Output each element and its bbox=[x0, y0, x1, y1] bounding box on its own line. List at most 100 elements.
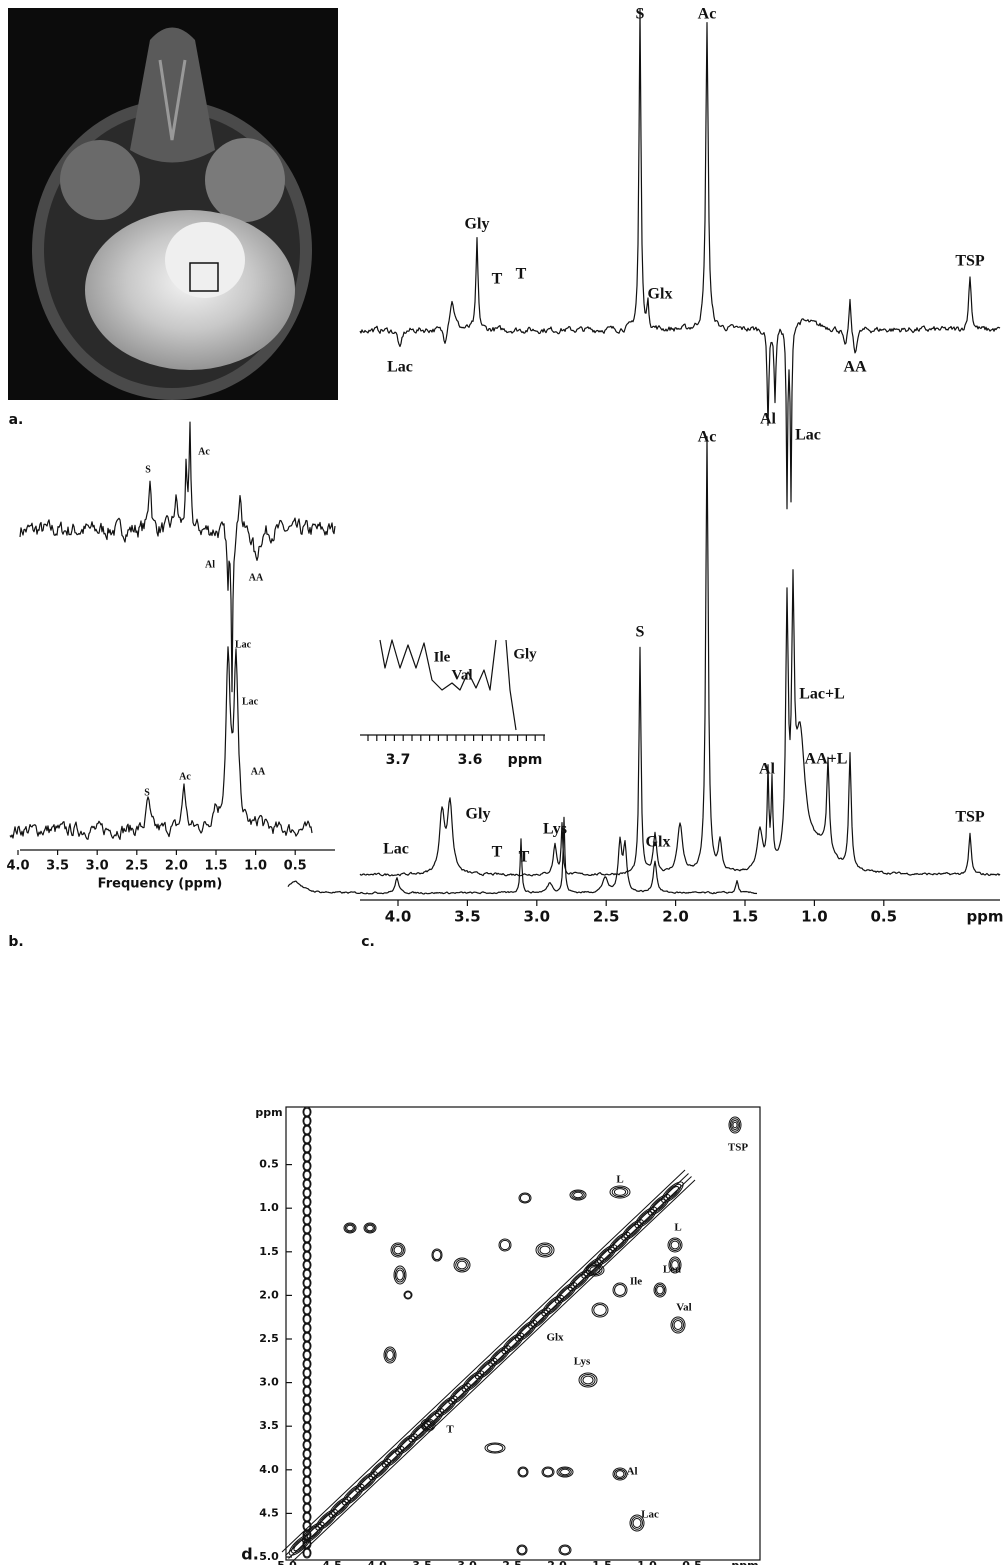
d-frame bbox=[285, 1106, 761, 1561]
contour bbox=[303, 1107, 311, 1117]
contour bbox=[560, 1468, 570, 1476]
x-tick-label: 5.0 bbox=[277, 1559, 297, 1565]
contour bbox=[303, 1260, 311, 1270]
x-tick-label: 4.0 bbox=[6, 859, 29, 874]
contour bbox=[303, 1278, 311, 1288]
peak-label: S bbox=[145, 464, 151, 475]
contour bbox=[303, 1359, 311, 1369]
contour bbox=[303, 1512, 311, 1522]
contour bbox=[647, 1194, 671, 1216]
contour bbox=[303, 1395, 311, 1405]
panel-label: d. bbox=[241, 1545, 259, 1564]
contour bbox=[303, 1449, 311, 1459]
contour bbox=[303, 1287, 311, 1297]
contour bbox=[516, 1544, 528, 1556]
contour bbox=[541, 1294, 564, 1317]
contour bbox=[558, 1544, 572, 1556]
contour bbox=[671, 1260, 679, 1270]
contour bbox=[343, 1222, 357, 1234]
peak-label: Glx bbox=[546, 1332, 564, 1344]
contour bbox=[612, 1282, 628, 1298]
contour bbox=[556, 1466, 574, 1478]
contour bbox=[573, 1191, 583, 1199]
spectrum-b-lower bbox=[9, 646, 313, 840]
y-tick-label: 2.5 bbox=[259, 1332, 279, 1345]
contour bbox=[665, 1185, 679, 1199]
x-tick-label: 3.5 bbox=[412, 1559, 432, 1565]
contour bbox=[559, 1545, 571, 1555]
peak-label: T bbox=[446, 1424, 454, 1436]
contour bbox=[393, 1265, 407, 1285]
contour bbox=[303, 1233, 311, 1243]
x-tick-label: 2.0 bbox=[547, 1559, 567, 1565]
spectrum-d-projection bbox=[287, 816, 758, 895]
contour bbox=[582, 1375, 594, 1385]
x-tick-label: ppm bbox=[966, 908, 1003, 926]
contour bbox=[303, 1125, 311, 1135]
contour bbox=[654, 1284, 666, 1296]
contour bbox=[303, 1350, 311, 1360]
contour bbox=[499, 1239, 511, 1251]
contour bbox=[593, 1304, 607, 1316]
contour bbox=[394, 1267, 406, 1283]
contour bbox=[303, 1476, 311, 1486]
contour bbox=[461, 1370, 485, 1392]
contour bbox=[542, 1467, 554, 1477]
contour bbox=[303, 1485, 311, 1495]
contour bbox=[431, 1248, 443, 1262]
contour bbox=[667, 1237, 683, 1253]
contour bbox=[303, 1134, 311, 1144]
peak-label: TSP bbox=[728, 1142, 748, 1154]
peak-label: AA bbox=[251, 766, 266, 777]
contour bbox=[621, 1219, 644, 1241]
contour bbox=[341, 1483, 365, 1506]
contour bbox=[670, 1316, 686, 1334]
contour bbox=[518, 1192, 532, 1204]
contour bbox=[631, 1516, 643, 1530]
contour bbox=[404, 1291, 412, 1299]
contour bbox=[386, 1350, 394, 1360]
peak-label: L bbox=[674, 1222, 681, 1234]
x-tick-label: 1.5 bbox=[204, 859, 227, 874]
contour bbox=[303, 1440, 311, 1450]
x-tick-label: 0.5 bbox=[871, 908, 898, 926]
contour bbox=[653, 1282, 667, 1298]
contour bbox=[303, 1206, 311, 1216]
contour bbox=[581, 1257, 604, 1279]
peak-label: TSP bbox=[955, 253, 985, 270]
peak-label: Lac bbox=[387, 359, 413, 376]
x-tick-label: 1.0 bbox=[244, 859, 267, 874]
peak-label: Ile bbox=[434, 649, 451, 665]
peak-label: Lac bbox=[795, 427, 821, 444]
peak-label: Al bbox=[627, 1466, 638, 1478]
contour bbox=[396, 1269, 404, 1281]
contour bbox=[587, 1264, 603, 1276]
contour bbox=[420, 1418, 436, 1432]
contour bbox=[390, 1242, 406, 1258]
contour bbox=[346, 1224, 354, 1232]
contour bbox=[303, 1323, 311, 1333]
inset-trace bbox=[379, 639, 517, 731]
contour bbox=[580, 1374, 596, 1386]
contour bbox=[609, 1185, 631, 1199]
contour bbox=[578, 1372, 598, 1388]
x-tick-label: 4.0 bbox=[385, 908, 412, 926]
contour bbox=[535, 1242, 555, 1258]
x-tick-label: 1.0 bbox=[637, 1559, 657, 1565]
panel-label: c. bbox=[361, 934, 375, 950]
peak-label: Lac bbox=[242, 696, 259, 707]
contour bbox=[303, 1269, 311, 1279]
diagonal bbox=[291, 1179, 696, 1563]
peak-label: Lys bbox=[543, 821, 567, 838]
x-tick-label: 2.5 bbox=[125, 859, 148, 874]
y-tick-label: 4.0 bbox=[259, 1463, 279, 1476]
contour bbox=[668, 1256, 682, 1274]
contour bbox=[303, 1296, 311, 1306]
contour bbox=[288, 1534, 312, 1556]
contour bbox=[661, 1181, 684, 1203]
contour bbox=[384, 1348, 396, 1362]
contour bbox=[488, 1345, 511, 1367]
contour bbox=[591, 1302, 609, 1318]
contour bbox=[364, 1223, 376, 1233]
contour bbox=[474, 1357, 498, 1380]
